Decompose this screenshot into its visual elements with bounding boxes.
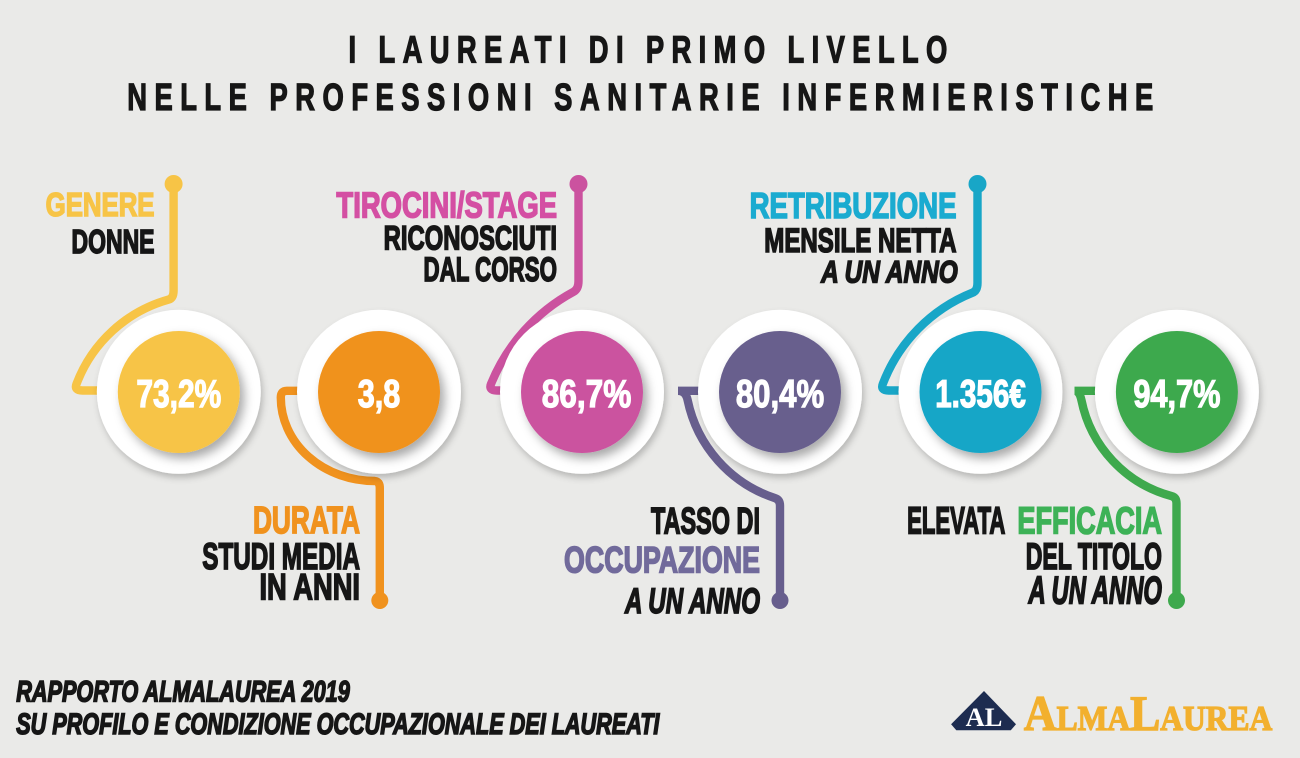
svg-text:DURATA: DURATA [253, 498, 360, 541]
svg-text:STUDI MEDIA: STUDI MEDIA [202, 536, 360, 577]
svg-text:NELLE PROFESSIONI SANITARIE IN: NELLE PROFESSIONI SANITARIE INFERMIERIST… [127, 77, 1161, 119]
svg-text:RICONOSCIUTI: RICONOSCIUTI [384, 219, 557, 257]
svg-text:A UN ANNO: A UN ANNO [1028, 568, 1162, 611]
svg-text:AL: AL [966, 702, 1003, 732]
svg-text:I LAUREATI DI PRIMO LIVELLO: I LAUREATI DI PRIMO LIVELLO [349, 30, 955, 72]
svg-text:DAL CORSO: DAL CORSO [424, 251, 557, 289]
svg-text:73,2%: 73,2% [136, 374, 221, 416]
svg-text:IN ANNI: IN ANNI [259, 566, 360, 607]
svg-text:86,7%: 86,7% [542, 373, 632, 416]
svg-text:TASSO DI: TASSO DI [651, 500, 760, 542]
svg-text:A UN ANNO: A UN ANNO [820, 254, 958, 290]
svg-text:EFFICACIA: EFFICACIA [1017, 499, 1162, 541]
svg-text:RAPPORTO ALMALAUREA 2019: RAPPORTO ALMALAUREA 2019 [16, 677, 350, 709]
svg-text:OCCUPAZIONE: OCCUPAZIONE [564, 539, 760, 580]
svg-text:ALMALAUREA: ALMALAUREA [1024, 687, 1273, 741]
svg-text:A UN ANNO: A UN ANNO [624, 582, 760, 621]
svg-text:94,7%: 94,7% [1133, 373, 1220, 416]
svg-text:RETRIBUZIONE: RETRIBUZIONE [750, 185, 957, 225]
svg-text:TIROCINI/STAGE: TIROCINI/STAGE [336, 185, 557, 225]
svg-text:1.356€: 1.356€ [935, 373, 1026, 416]
svg-text:DEL TITOLO: DEL TITOLO [1026, 535, 1162, 577]
svg-text:DONNE: DONNE [72, 224, 155, 261]
svg-text:ELEVATA: ELEVATA [907, 499, 1005, 542]
svg-text:MENSILE NETTA: MENSILE NETTA [764, 222, 956, 260]
svg-text:80,4%: 80,4% [736, 373, 824, 416]
svg-text:3,8: 3,8 [358, 374, 400, 416]
svg-text:SU PROFILO E CONDIZIONE OCCUPA: SU PROFILO E CONDIZIONE OCCUPAZIONALE DE… [16, 709, 660, 741]
svg-text:GENERE: GENERE [46, 187, 155, 224]
